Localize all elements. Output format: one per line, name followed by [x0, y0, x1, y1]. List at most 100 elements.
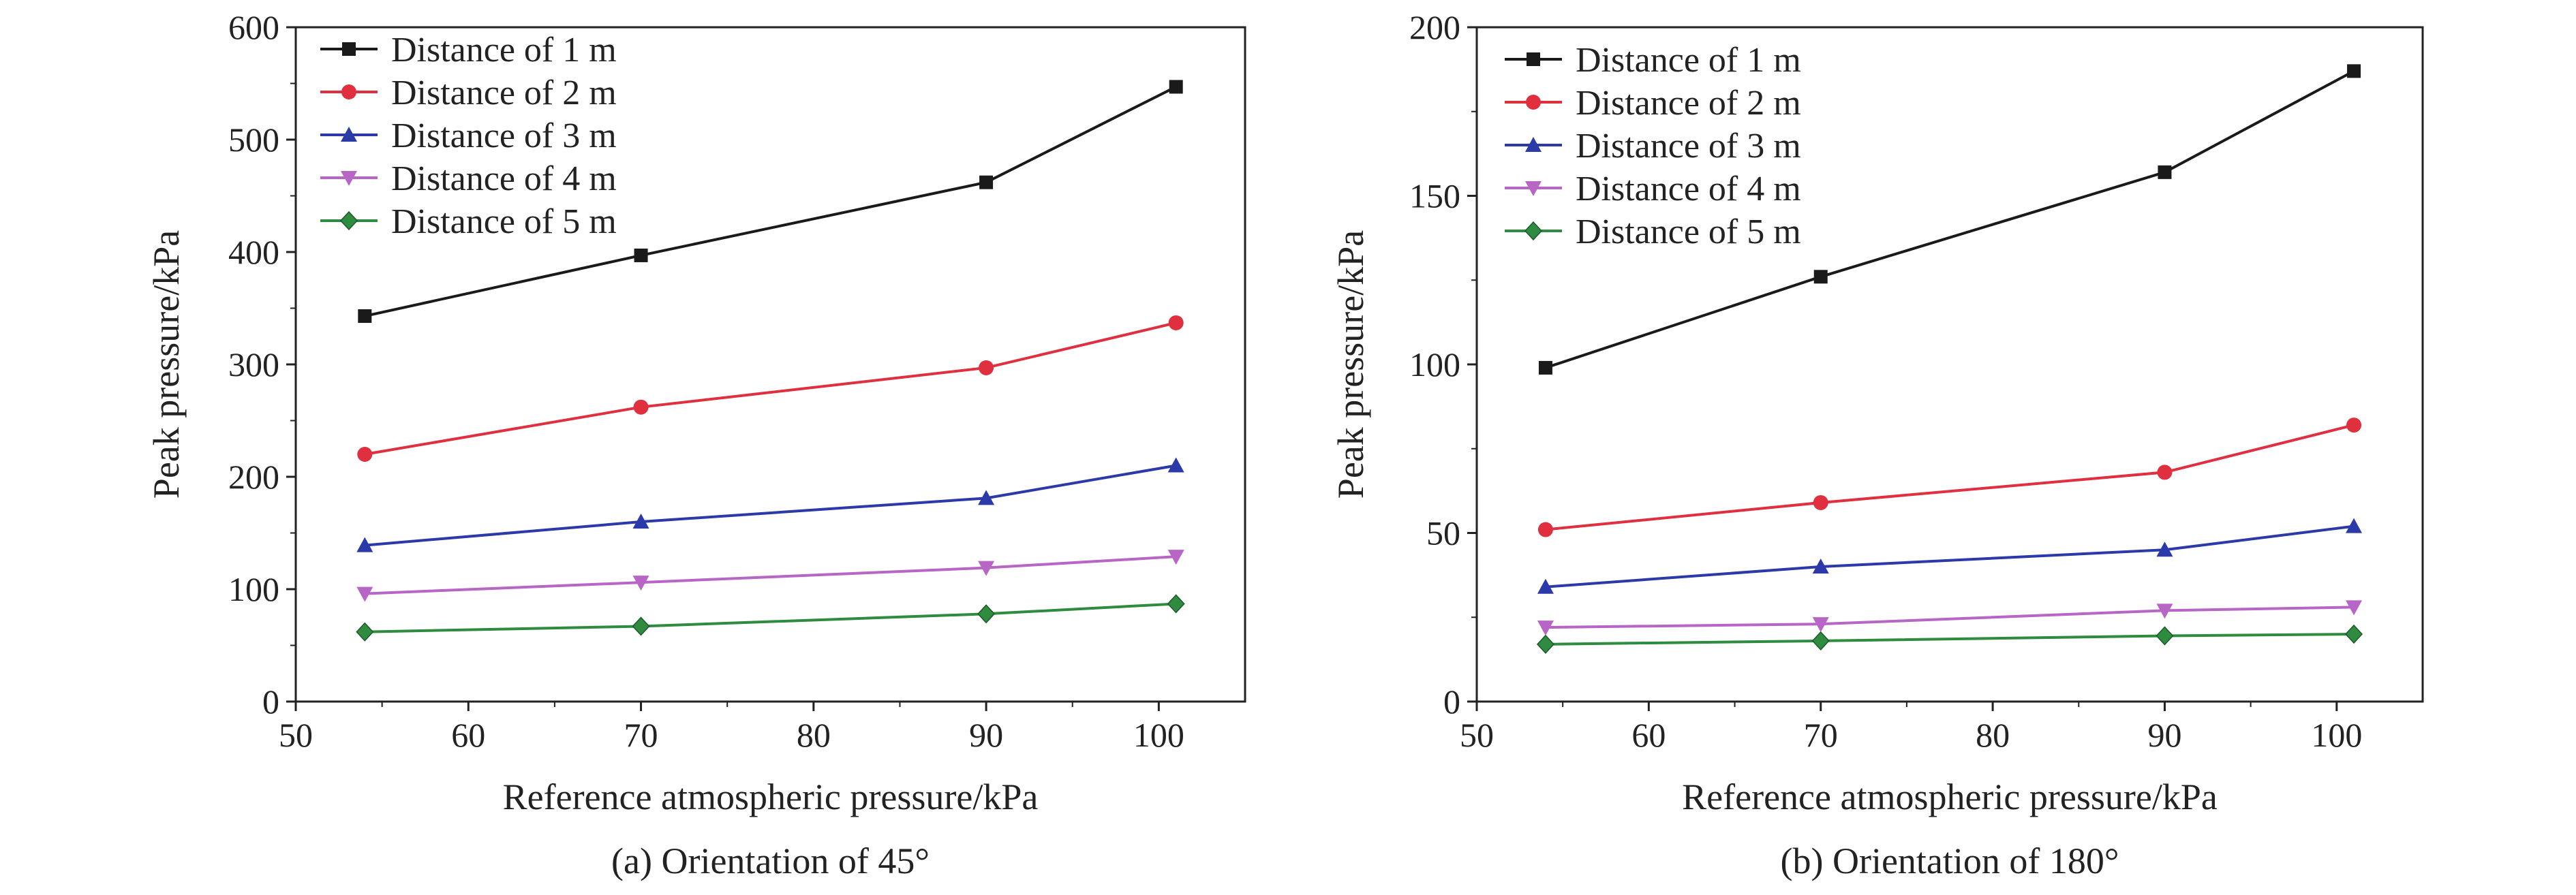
legend-item: Distance of 2 m	[320, 74, 617, 112]
y-tick-label: 100	[1409, 345, 1460, 383]
data-point	[978, 490, 995, 505]
legend-label: Distance of 3 m	[391, 116, 617, 155]
data-point	[978, 561, 995, 576]
data-point	[1812, 617, 1829, 633]
data-point	[2346, 600, 2363, 616]
x-tick-label: 70	[1804, 716, 1838, 754]
series-line	[365, 602, 1176, 633]
data-point	[2156, 626, 2174, 646]
y-tick-label: 600	[228, 8, 279, 46]
figure-caption: (a) Orientation of 45°	[611, 841, 930, 881]
data-point	[1168, 315, 1184, 330]
legend-label: Distance of 2 m	[1576, 84, 1801, 123]
legend-item: Distance of 4 m	[1505, 170, 1801, 208]
data-point	[2156, 541, 2173, 557]
y-tick-label: 0	[262, 682, 279, 721]
series-4	[356, 550, 1184, 602]
legend-label: Distance of 3 m	[1576, 127, 1801, 166]
data-point	[1536, 634, 1554, 654]
series-1	[1538, 64, 2361, 375]
data-point	[2345, 624, 2363, 644]
x-tick-label: 60	[451, 716, 485, 754]
legend-item: Distance of 1 m	[1505, 41, 1801, 80]
legend-marker	[341, 84, 356, 99]
x-tick-label: 50	[1460, 716, 1494, 754]
data-point	[1813, 270, 1828, 284]
data-point	[358, 309, 372, 324]
figure-caption: (b) Orientation of 180°	[1781, 841, 2119, 881]
data-point	[1811, 631, 1830, 651]
data-point	[2158, 165, 2172, 179]
data-point	[1537, 578, 1554, 594]
data-point	[356, 622, 374, 642]
series-line	[364, 85, 1177, 318]
legend-marker	[1526, 95, 1541, 110]
y-tick-label: 50	[1426, 514, 1460, 552]
data-point	[1167, 550, 1184, 565]
legend-item: Distance of 5 m	[320, 202, 617, 241]
series-3	[1537, 518, 2363, 594]
legend-marker	[342, 42, 356, 56]
data-point	[979, 175, 994, 189]
x-tick-label: 50	[279, 716, 313, 754]
series-4	[1537, 600, 2363, 636]
series-line	[1545, 424, 2355, 531]
legend-label: Distance of 1 m	[1576, 41, 1801, 80]
legend-label: Distance of 4 m	[391, 159, 617, 198]
data-point	[632, 514, 649, 529]
legend: Distance of 1 m Distance of 2 m Distance o…	[1505, 41, 1801, 251]
data-point	[634, 248, 648, 262]
legend-item: Distance of 2 m	[1505, 84, 1801, 123]
data-point	[1169, 80, 1183, 94]
series-2	[1537, 418, 2362, 537]
x-tick-label: 80	[797, 716, 831, 754]
legend-item: Distance of 5 m	[1505, 213, 1801, 251]
legend-label: Distance of 4 m	[1576, 170, 1801, 208]
legend-label: Distance of 2 m	[391, 74, 617, 112]
x-tick-label: 70	[624, 716, 658, 754]
data-point	[1537, 522, 1553, 537]
y-tick-label: 200	[1409, 8, 1460, 46]
series-5	[356, 594, 1185, 642]
series-2	[357, 315, 1184, 462]
legend-marker	[339, 210, 358, 231]
legend-label: Distance of 5 m	[391, 202, 617, 241]
x-tick-label: 100	[1133, 716, 1184, 754]
legend-marker	[1525, 181, 1542, 196]
x-axis-label: Reference atmospheric pressure/kPa	[503, 776, 1039, 817]
data-point	[357, 447, 373, 462]
legend-marker	[341, 127, 357, 142]
y-axis-label: Peak pressure/kPa	[1330, 230, 1371, 499]
data-point	[632, 576, 649, 591]
data-point	[1167, 594, 1185, 614]
y-tick-label: 0	[1443, 682, 1460, 721]
series-line	[1545, 69, 2355, 369]
y-tick-label: 400	[228, 233, 279, 271]
data-point	[1813, 494, 1828, 510]
series-1	[358, 80, 1183, 324]
data-point	[633, 399, 649, 415]
data-point	[1537, 621, 1554, 636]
series-line	[1545, 524, 2355, 588]
legend-label: Distance of 5 m	[1576, 213, 1801, 251]
x-tick-label: 60	[1631, 716, 1666, 754]
y-tick-label: 100	[228, 570, 279, 608]
legend-item: Distance of 1 m	[320, 31, 617, 69]
data-point	[2346, 518, 2363, 533]
data-point	[2346, 418, 2362, 433]
x-tick-label: 80	[1976, 716, 2010, 754]
chart-panel-a: 50 60 70 80 90 100 0 100 200 300 400 500 600 Referenc…	[146, 8, 1246, 881]
data-point	[977, 604, 996, 624]
y-tick-label: 300	[228, 345, 279, 383]
data-point	[356, 537, 373, 552]
x-tick-label: 90	[969, 716, 1003, 754]
series-line	[1545, 633, 2355, 646]
legend: Distance of 1 m Distance of 2 m Distance o…	[320, 31, 617, 241]
data-point	[1812, 559, 1829, 574]
series-line	[365, 464, 1177, 547]
data-point	[632, 616, 650, 636]
y-tick-label: 150	[1409, 177, 1460, 215]
data-point	[979, 360, 994, 375]
